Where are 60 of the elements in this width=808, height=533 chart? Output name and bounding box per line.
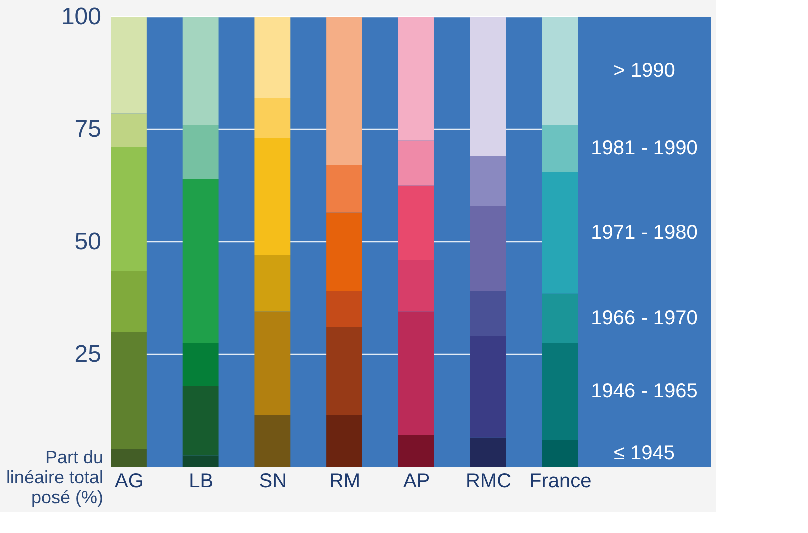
x-tick-label: AP: [404, 470, 430, 492]
bar: [326, 17, 362, 166]
bar: [542, 125, 578, 172]
bar: [398, 186, 434, 260]
series-label: 1981 - 1990: [591, 138, 698, 160]
bar: [182, 17, 219, 125]
bar: [398, 17, 434, 141]
bar: [326, 166, 362, 213]
x-tick-label: SN: [259, 470, 288, 492]
bar: [111, 271, 147, 332]
bar: [254, 312, 291, 416]
bar: [254, 17, 291, 98]
y-tick-label: 100: [61, 4, 102, 30]
bar: [182, 179, 219, 344]
bar: [254, 138, 291, 256]
series-label: > 1990: [614, 60, 676, 82]
series-label: 1966 - 1970: [591, 308, 698, 330]
bar: [470, 17, 506, 156]
bar: [182, 386, 219, 456]
bar: [542, 294, 578, 344]
bar: [542, 172, 578, 294]
bar: [254, 98, 291, 138]
bar: [470, 156, 506, 206]
y-tick-label: 75: [74, 116, 102, 143]
bar: [326, 415, 362, 467]
bar: [398, 260, 434, 312]
series-label: 1971 - 1980: [591, 222, 698, 244]
bar: [182, 125, 219, 179]
bar: [398, 436, 434, 467]
bar: [470, 292, 506, 336]
y-tick-label: 50: [74, 228, 102, 256]
bar: [111, 114, 147, 148]
series-label: 1946 - 1965: [591, 380, 698, 403]
bar: [326, 328, 362, 416]
bar: [111, 449, 147, 467]
bar: [111, 17, 147, 114]
bar: [254, 256, 291, 312]
bar: [326, 292, 362, 328]
bar: [111, 148, 147, 272]
bar: [542, 17, 578, 125]
x-tick-label: LB: [189, 470, 214, 492]
y-axis-title: Part du linéaire total posé (%): [6, 448, 104, 508]
bar: [542, 343, 578, 440]
x-tick-label: RM: [329, 470, 361, 492]
bar: [182, 343, 219, 386]
bar: [182, 456, 219, 467]
bar: [398, 312, 434, 436]
bar: [542, 440, 578, 467]
x-tick-label: RMC: [466, 470, 512, 492]
y-tick-label: 25: [74, 341, 102, 368]
bar: [111, 332, 147, 449]
bar: [470, 438, 506, 467]
bar: [470, 206, 506, 292]
series-label: ≤ 1945: [614, 442, 676, 464]
x-tick-label: AG: [115, 470, 144, 492]
bar: [326, 212, 362, 292]
bar: [398, 140, 434, 186]
bar: [470, 336, 506, 438]
x-tick-label: France: [529, 470, 592, 492]
bar: [254, 415, 291, 467]
